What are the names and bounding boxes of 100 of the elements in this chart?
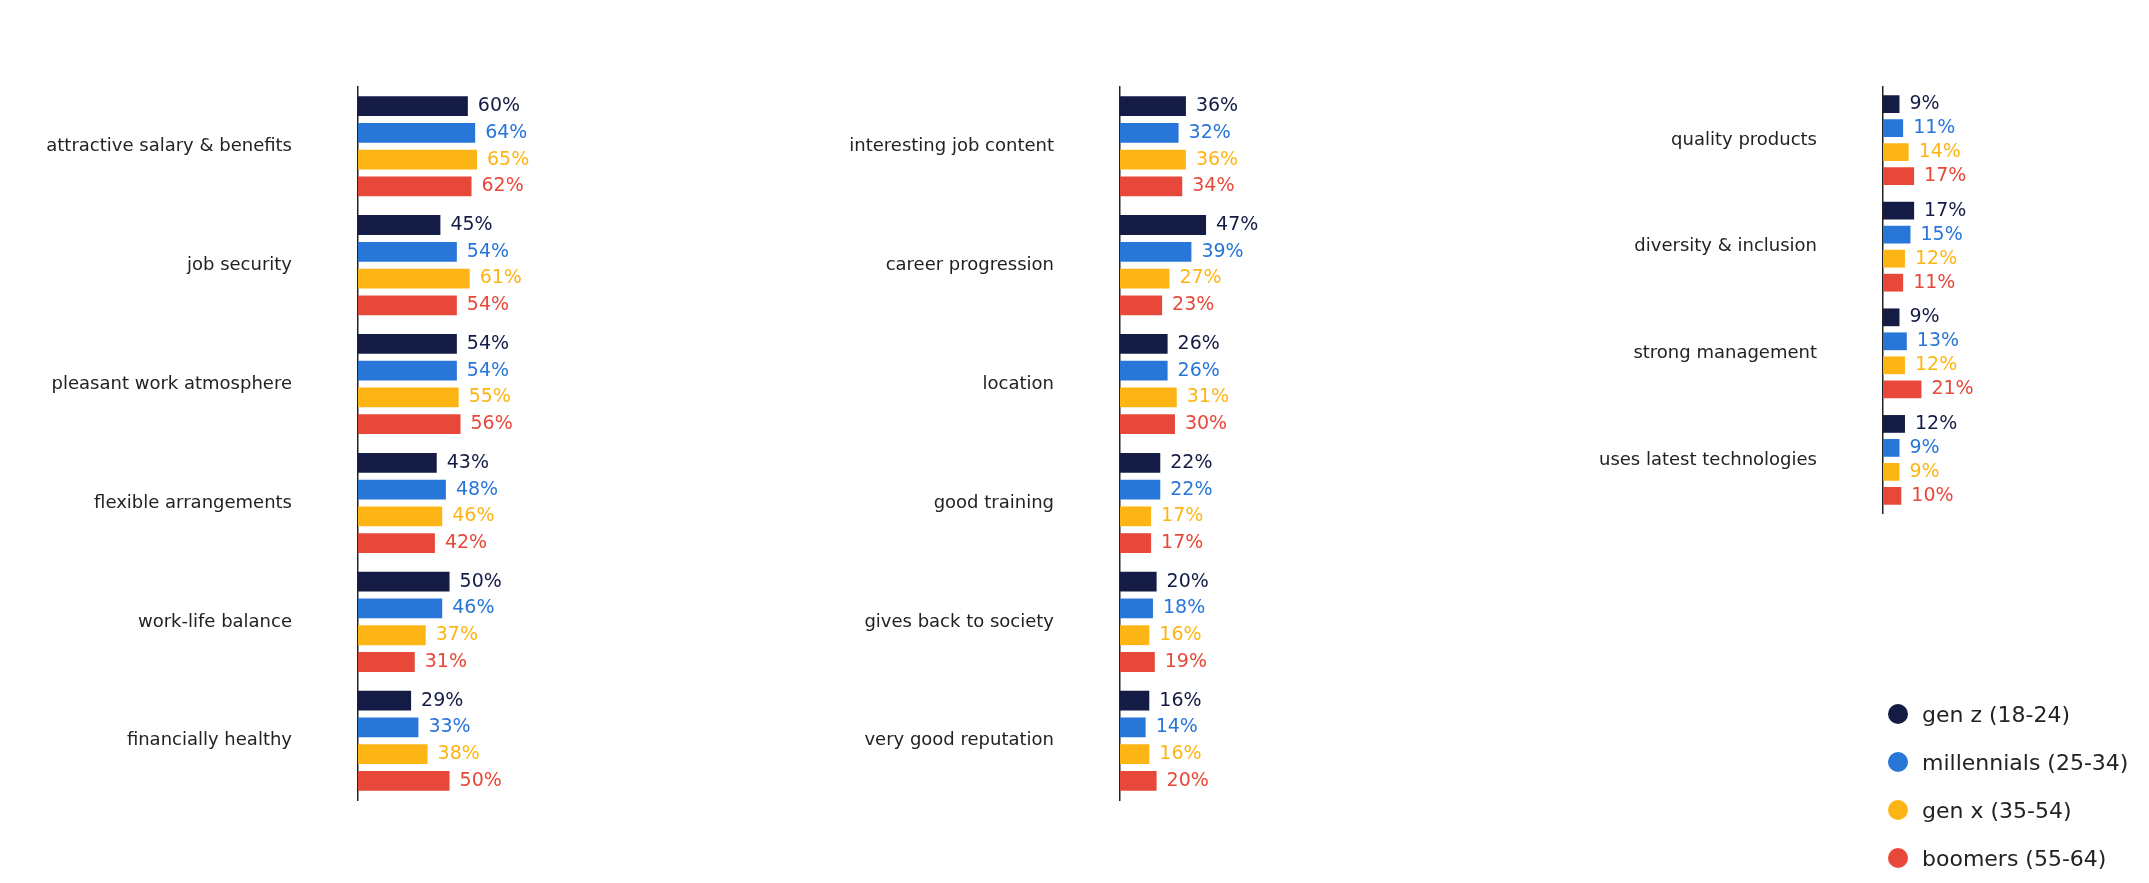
- bar: [1883, 439, 1900, 457]
- legend-label: boomers (55-64): [1922, 845, 2107, 871]
- bar: [1120, 652, 1155, 672]
- data-label: 11%: [1913, 115, 1956, 138]
- bar: [1120, 414, 1175, 435]
- data-label: 18%: [1162, 595, 1206, 618]
- data-label: 39%: [1201, 238, 1244, 261]
- data-label: 15%: [1920, 221, 1963, 244]
- y-tick-label: career progression: [885, 252, 1054, 274]
- data-label: 65%: [487, 146, 530, 169]
- bar: [1120, 241, 1192, 262]
- bar: [1883, 201, 1915, 220]
- data-label: 29%: [421, 687, 464, 710]
- y-tick-label: very good reputation: [864, 728, 1054, 750]
- bar: [358, 176, 472, 197]
- bar: [1120, 533, 1152, 553]
- data-label: 16%: [1159, 687, 1202, 710]
- data-label: 47%: [1216, 211, 1259, 234]
- y-tick-label: location: [982, 371, 1054, 393]
- data-label: 36%: [1195, 93, 1239, 116]
- data-label: 54%: [466, 330, 510, 353]
- bar: [1120, 744, 1150, 765]
- bar: [1883, 487, 1902, 505]
- data-label: 45%: [450, 211, 493, 234]
- data-label: 26%: [1177, 357, 1220, 380]
- data-label: 9%: [1909, 458, 1940, 481]
- data-label: 21%: [1931, 376, 1974, 399]
- bar: [1883, 308, 1900, 327]
- y-tick-label: pleasant work atmosphere: [51, 371, 292, 393]
- bar: [358, 690, 412, 711]
- bar: [1120, 506, 1152, 527]
- bar: [358, 479, 446, 500]
- bar: [358, 506, 443, 527]
- data-label: 50%: [459, 767, 502, 790]
- data-label: 61%: [479, 265, 522, 288]
- data-label: 50%: [459, 568, 502, 591]
- bar: [358, 717, 419, 738]
- data-label: 19%: [1164, 648, 1208, 671]
- data-label: 20%: [1166, 568, 1209, 591]
- y-tick-label: flexible arrangements: [94, 490, 292, 512]
- data-label: 56%: [470, 411, 513, 434]
- y-tick-label: financially healthy: [126, 728, 293, 750]
- data-label: 27%: [1179, 265, 1222, 288]
- data-label: 55%: [468, 384, 511, 407]
- data-label: 17%: [1924, 197, 1967, 220]
- bar: [358, 571, 450, 592]
- data-label: 12%: [1914, 245, 1958, 268]
- data-label: 9%: [1909, 304, 1940, 327]
- bar: [1120, 717, 1146, 738]
- bar: [1883, 225, 1911, 244]
- data-label: 42%: [444, 530, 488, 553]
- data-label: 31%: [424, 648, 467, 671]
- y-tick-label: strong management: [1633, 340, 1817, 362]
- y-tick-label: job security: [185, 252, 293, 274]
- bar: [1883, 95, 1900, 113]
- bar: [1883, 332, 1907, 351]
- bar: [1883, 356, 1905, 375]
- bar: [1120, 770, 1157, 791]
- bar: [1120, 571, 1157, 592]
- legend-label: gen z (18-24): [1922, 701, 2071, 727]
- bar: [1120, 690, 1150, 711]
- data-label: 12%: [1914, 352, 1958, 375]
- data-label: 17%: [1161, 530, 1204, 553]
- data-label: 32%: [1188, 119, 1231, 142]
- data-label: 16%: [1159, 622, 1202, 645]
- data-label: 43%: [446, 449, 489, 472]
- data-label: 13%: [1916, 328, 1960, 351]
- bar: [1120, 479, 1161, 500]
- data-label: 54%: [466, 238, 510, 261]
- data-label: 20%: [1166, 767, 1209, 790]
- bar: [1883, 143, 1909, 161]
- data-label: 9%: [1909, 434, 1940, 457]
- bar: [1883, 167, 1915, 185]
- bar: [1883, 273, 1904, 292]
- data-label: 38%: [437, 741, 480, 764]
- bar: [358, 533, 435, 553]
- bar: [358, 414, 461, 435]
- bar: [358, 241, 457, 262]
- y-tick-label: interesting job content: [849, 133, 1054, 155]
- data-label: 60%: [477, 93, 521, 116]
- bar: [1120, 96, 1186, 117]
- data-label: 36%: [1195, 146, 1239, 169]
- bar: [1120, 598, 1153, 619]
- legend-label: millennials (25-34): [1922, 749, 2129, 775]
- legend-label: gen x (35-54): [1922, 797, 2072, 823]
- data-label: 9%: [1909, 91, 1940, 114]
- bar: [358, 744, 428, 765]
- bar: [1120, 122, 1179, 143]
- data-label: 33%: [428, 714, 471, 737]
- bar: [1120, 625, 1150, 646]
- data-label: 14%: [1155, 714, 1198, 737]
- bar: [1120, 176, 1183, 197]
- data-label: 62%: [481, 173, 524, 196]
- data-label: 23%: [1172, 292, 1215, 315]
- data-label: 22%: [1170, 449, 1213, 472]
- y-tick-label: quality products: [1671, 127, 1817, 149]
- bar: [1883, 463, 1900, 481]
- bar: [358, 452, 437, 473]
- data-label: 26%: [1177, 330, 1220, 353]
- data-label: 34%: [1192, 173, 1235, 196]
